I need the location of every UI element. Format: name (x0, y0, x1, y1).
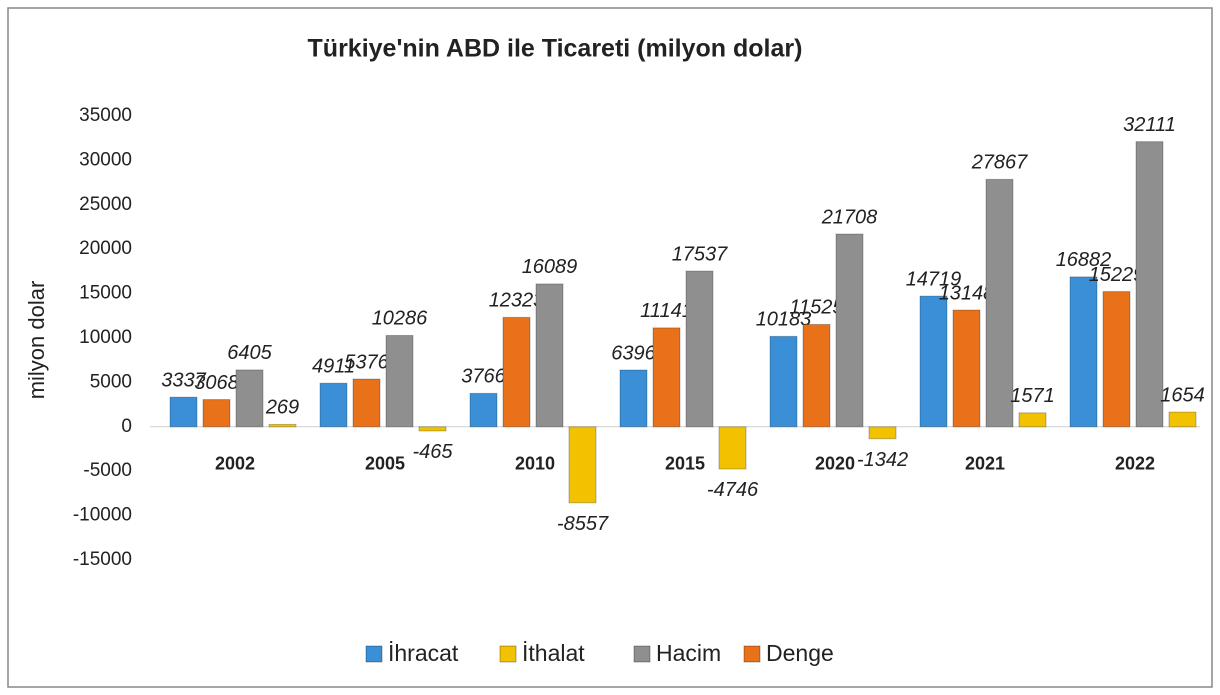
chart-title: Türkiye'nin ABD ile Ticareti (milyon dol… (308, 35, 803, 63)
data-label: 12323 (489, 290, 545, 312)
data-label: 1654 (1160, 384, 1205, 406)
bar (868, 426, 897, 440)
bar (1135, 141, 1164, 428)
data-label: 6405 (227, 342, 272, 364)
legend-swatch (499, 645, 517, 663)
data-label: 15229 (1089, 264, 1145, 286)
x-tick-label: 2002 (215, 454, 255, 474)
data-label: 4911 (312, 355, 355, 377)
data-label: -465 (412, 441, 453, 463)
data-label: 3068 (194, 372, 239, 394)
bar (952, 309, 981, 428)
bar (985, 178, 1014, 428)
x-tick-label: 2022 (1115, 454, 1155, 474)
data-label: 27867 (971, 152, 1028, 174)
y-tick-label: -15000 (73, 549, 132, 570)
y-tick-label: 15000 (79, 283, 132, 304)
bar (535, 283, 564, 428)
legend-swatch (633, 645, 651, 663)
data-label: -8557 (557, 513, 609, 535)
y-tick-label: -10000 (73, 505, 132, 526)
bar (619, 369, 648, 428)
data-label: 14719 (906, 268, 962, 290)
y-axis-label: milyon dolar (24, 281, 49, 400)
bar (502, 316, 531, 428)
data-label: 11141 (640, 300, 693, 322)
data-label: 1571 (1010, 385, 1055, 407)
bar (1102, 291, 1131, 428)
data-label: 16882 (1056, 249, 1112, 271)
x-tick-label: 2010 (515, 454, 555, 474)
bar (202, 399, 231, 428)
legend-label: İhracat (388, 640, 459, 666)
bar (469, 392, 498, 428)
data-label: 11525 (789, 297, 844, 319)
y-tick-label: 5000 (90, 371, 132, 392)
data-label: 10183 (756, 309, 812, 331)
legend-swatch (743, 645, 761, 663)
legend-swatch (365, 645, 383, 663)
legend-label: Hacim (656, 640, 721, 666)
bar (169, 396, 198, 428)
bar (1168, 411, 1197, 428)
bar (352, 378, 381, 428)
y-tick-label: 0 (121, 416, 132, 437)
data-label: 3766 (461, 366, 506, 388)
bar (268, 423, 297, 428)
bar (685, 270, 714, 428)
data-label: 10286 (372, 308, 428, 330)
data-label: -4746 (707, 479, 759, 501)
legend-label: Denge (766, 640, 834, 666)
frame (7, 7, 1213, 688)
bar (568, 426, 597, 504)
y-tick-label: -5000 (83, 460, 132, 481)
bar (235, 369, 264, 428)
bar (769, 335, 798, 428)
y-tick-label: 35000 (79, 105, 132, 126)
y-tick-label: 10000 (79, 327, 132, 348)
data-label: 21708 (821, 206, 878, 228)
bar (385, 334, 414, 428)
bar (1018, 412, 1047, 428)
legend-label: İthalat (522, 640, 585, 666)
y-tick-label: 20000 (79, 238, 132, 259)
bar (802, 323, 831, 428)
y-tick-label: 25000 (79, 194, 132, 215)
y-tick-label: 30000 (79, 149, 132, 170)
data-label: 32111 (1123, 114, 1176, 136)
data-label: 16089 (522, 256, 578, 278)
bar (652, 327, 681, 428)
bar (418, 426, 447, 432)
data-label: 13148 (939, 282, 995, 304)
data-label: 17537 (672, 243, 728, 265)
data-label: 5376 (344, 351, 389, 373)
bar (1069, 276, 1098, 428)
bar (835, 233, 864, 428)
x-tick-label: 2021 (965, 454, 1005, 474)
data-label: 6396 (611, 342, 656, 364)
data-label: -1342 (857, 449, 908, 471)
x-tick-label: 2015 (665, 454, 705, 474)
data-label: 3337 (161, 369, 206, 391)
x-tick-label: 2020 (815, 454, 855, 474)
data-label: 269 (265, 397, 299, 419)
bar (718, 426, 747, 470)
bar (319, 382, 348, 428)
x-tick-label: 2005 (365, 454, 405, 474)
bar (919, 295, 948, 428)
